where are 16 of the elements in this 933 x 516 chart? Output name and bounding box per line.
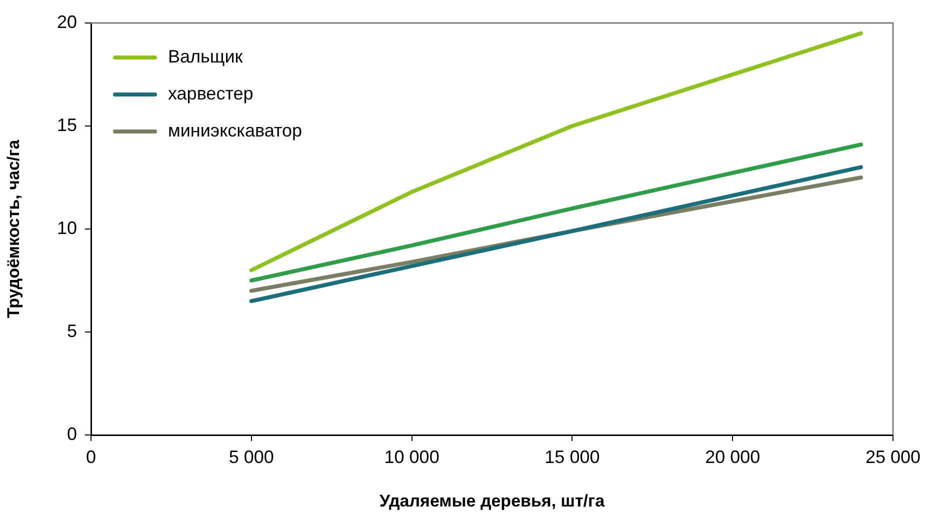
x-tick-label: 15 000 bbox=[544, 446, 600, 467]
y-tick-label: 10 bbox=[56, 218, 77, 238]
legend-label: харвестер bbox=[168, 83, 254, 104]
y-tick-label: 5 bbox=[66, 320, 77, 341]
y-axis-title: Трудоёмкость, час/га bbox=[4, 139, 23, 318]
y-tick-label: 0 bbox=[66, 424, 77, 444]
x-tick-label: 10 000 bbox=[384, 446, 440, 467]
legend-label: Вальщик bbox=[168, 46, 243, 66]
y-tick-label: 20 bbox=[56, 12, 77, 32]
y-tick-label: 15 bbox=[56, 114, 77, 135]
x-tick-label: 5 000 bbox=[228, 446, 274, 467]
x-tick-label: 20 000 bbox=[705, 446, 760, 467]
x-tick-label: 0 bbox=[86, 446, 96, 467]
x-axis-title: Удаляемые деревья, шт/га bbox=[379, 491, 606, 510]
legend-label: миниэкскаватор bbox=[168, 120, 302, 140]
x-tick-label: 25 000 bbox=[865, 446, 921, 467]
